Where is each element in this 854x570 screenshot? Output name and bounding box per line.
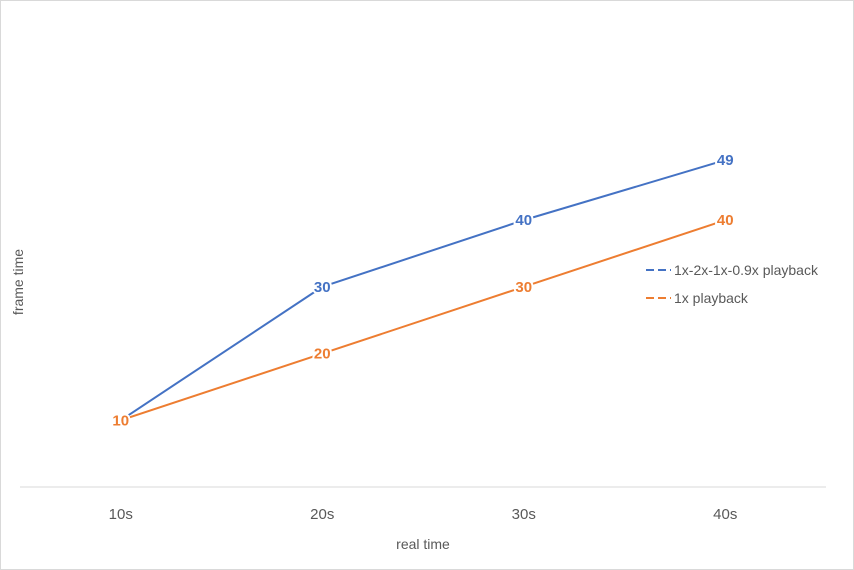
data-label: 40 xyxy=(717,212,734,229)
y-axis-title: frame time xyxy=(10,249,26,315)
data-label: 10 xyxy=(112,412,129,429)
legend-label: 1x-2x-1x-0.9x playback xyxy=(674,262,819,278)
series-line-2 xyxy=(120,219,726,422)
x-axis-title: real time xyxy=(396,536,450,552)
x-tick-label: 40s xyxy=(713,506,737,523)
series-line-1 xyxy=(120,159,726,422)
data-label: 49 xyxy=(717,152,734,169)
legend: 1x-2x-1x-0.9x playback 1x playback xyxy=(646,262,819,306)
data-label: 30 xyxy=(515,279,532,296)
data-label: 40 xyxy=(515,212,532,229)
x-tick-label: 20s xyxy=(310,506,334,523)
x-tick-label: 10s xyxy=(109,506,133,523)
x-tick-label: 30s xyxy=(512,506,536,523)
data-label: 30 xyxy=(314,279,331,296)
legend-label: 1x playback xyxy=(674,290,749,306)
data-label: 20 xyxy=(314,346,331,363)
